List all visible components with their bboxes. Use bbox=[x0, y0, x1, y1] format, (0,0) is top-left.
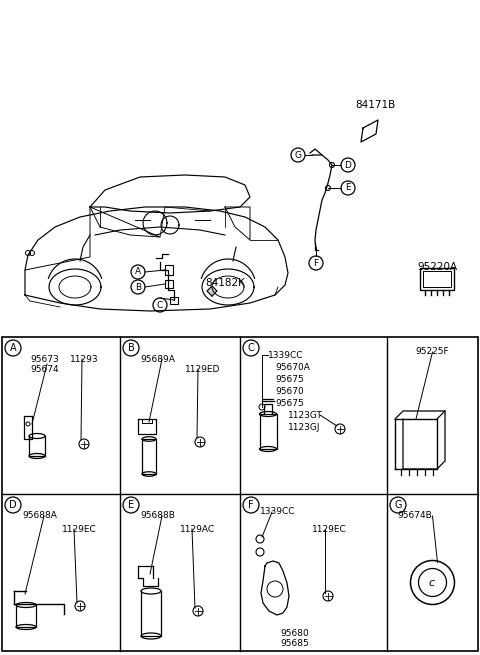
Text: 95670A: 95670A bbox=[275, 362, 310, 371]
Text: 1123GT: 1123GT bbox=[288, 411, 323, 419]
Text: 11293: 11293 bbox=[70, 354, 98, 364]
Text: A: A bbox=[10, 343, 16, 353]
Text: C: C bbox=[248, 343, 254, 353]
Bar bbox=[165, 265, 173, 275]
Text: 95680: 95680 bbox=[280, 629, 309, 637]
Text: 1123GJ: 1123GJ bbox=[288, 422, 321, 432]
Text: F: F bbox=[313, 259, 319, 267]
Text: E: E bbox=[345, 183, 351, 193]
Bar bbox=[2, 337, 478, 651]
Text: 95675: 95675 bbox=[275, 375, 304, 383]
Bar bbox=[420, 268, 454, 290]
Text: c: c bbox=[429, 578, 434, 588]
Text: 95688B: 95688B bbox=[140, 512, 175, 521]
Bar bbox=[170, 297, 178, 304]
Text: G: G bbox=[394, 500, 402, 510]
Text: B: B bbox=[128, 343, 134, 353]
Text: F: F bbox=[248, 500, 254, 510]
Text: C: C bbox=[157, 301, 163, 310]
Text: D: D bbox=[9, 500, 17, 510]
Text: 95674B: 95674B bbox=[397, 512, 432, 521]
Text: 95689A: 95689A bbox=[140, 354, 175, 364]
Bar bbox=[165, 280, 173, 288]
Text: 95674: 95674 bbox=[30, 365, 59, 375]
Text: 84171B: 84171B bbox=[355, 100, 395, 110]
Text: 1129EC: 1129EC bbox=[312, 525, 347, 534]
Text: 1129ED: 1129ED bbox=[185, 364, 220, 373]
Text: 95673: 95673 bbox=[30, 354, 59, 364]
Text: 1339CC: 1339CC bbox=[268, 350, 303, 360]
Text: A: A bbox=[135, 267, 141, 276]
Text: 95670: 95670 bbox=[275, 386, 304, 396]
Text: 1129EC: 1129EC bbox=[62, 525, 97, 534]
Text: G: G bbox=[295, 151, 301, 160]
Polygon shape bbox=[207, 286, 217, 296]
Text: 1339CC: 1339CC bbox=[260, 508, 296, 517]
Text: 95220A: 95220A bbox=[417, 262, 457, 272]
Bar bbox=[423, 271, 451, 287]
Text: 1129AC: 1129AC bbox=[180, 525, 215, 534]
Text: 95688A: 95688A bbox=[22, 512, 57, 521]
Text: 95675: 95675 bbox=[275, 398, 304, 407]
Text: 95225F: 95225F bbox=[416, 348, 449, 356]
Text: E: E bbox=[128, 500, 134, 510]
Text: 84182K: 84182K bbox=[205, 278, 245, 288]
Text: B: B bbox=[135, 282, 141, 291]
Text: 95685: 95685 bbox=[280, 639, 309, 648]
Text: D: D bbox=[345, 160, 351, 170]
